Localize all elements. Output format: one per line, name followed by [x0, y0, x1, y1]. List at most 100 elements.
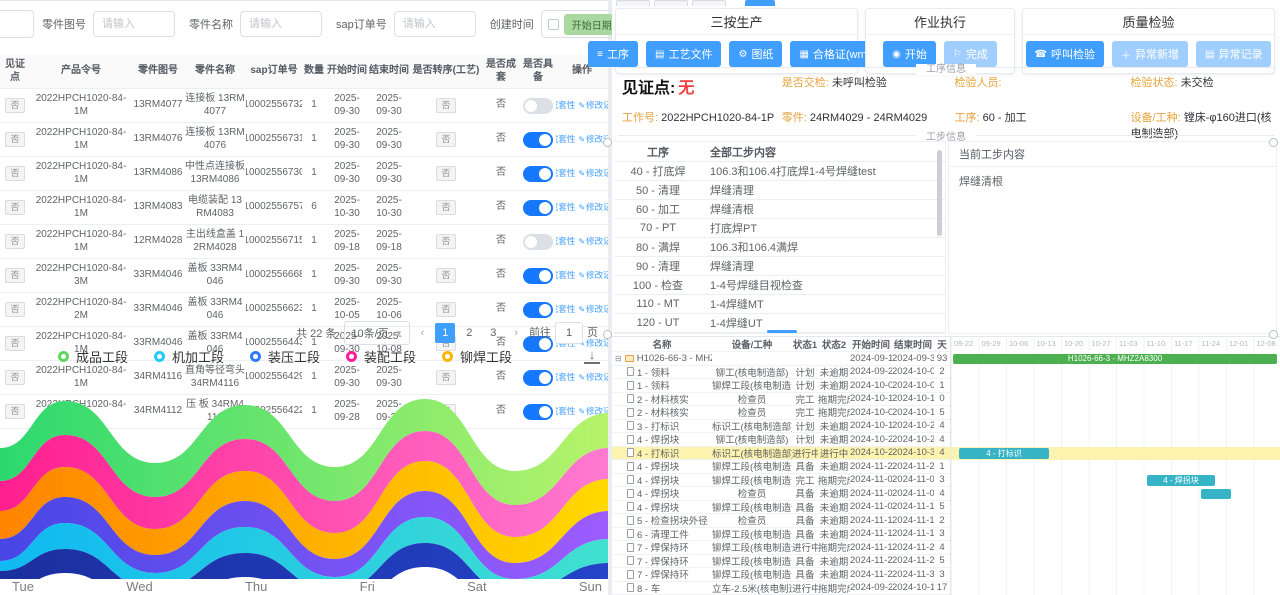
- ready-toggle[interactable]: [523, 165, 553, 182]
- transfer-badge[interactable]: 否: [436, 131, 456, 148]
- step-row[interactable]: 70 - PT 打底焊PT: [614, 219, 945, 238]
- step-row[interactable]: 50 - 清理 焊缝清理: [614, 181, 945, 200]
- gantt-row[interactable]: 1 - 领料 铆工(核电制造部) 计划未逾期2024-09-292024-10-01…: [612, 365, 950, 379]
- filter-input[interactable]: [93, 11, 175, 37]
- ready-toggle[interactable]: [523, 335, 553, 352]
- modify-record-link[interactable]: ✎修改记录: [578, 236, 608, 247]
- step-row[interactable]: 100 - 检查 1-4号焊缝目视检查: [614, 276, 945, 295]
- step-row[interactable]: 80 - 满焊 106.3和106.4满焊: [614, 238, 945, 257]
- tab-chip[interactable]: [616, 0, 650, 6]
- prev-page-button[interactable]: ‹: [420, 327, 425, 339]
- page-button-3[interactable]: 3: [490, 327, 497, 339]
- 工序-button[interactable]: ≡ 工序: [588, 41, 639, 67]
- modify-record-link[interactable]: ✎修改记录: [578, 270, 608, 281]
- transfer-badge[interactable]: 否: [436, 233, 456, 250]
- 呼叫检验-button[interactable]: ☎ 呼叫检验: [1025, 41, 1105, 67]
- tab-chip[interactable]: [654, 0, 688, 6]
- kitting-link[interactable]: ⌂成套性: [556, 236, 575, 247]
- step-row[interactable]: 60 - 加工 焊缝清根: [614, 200, 945, 219]
- 异常新增-button[interactable]: ＋异常新增: [1112, 41, 1189, 67]
- modify-record-link[interactable]: ✎修改记录: [578, 100, 608, 111]
- ready-toggle[interactable]: [523, 403, 553, 420]
- gantt-row[interactable]: 1 - 领料 铆焊工段(核电制造部)计划未逾期2024-10-042024-10-…: [612, 379, 950, 393]
- gantt-row[interactable]: 4 - 打标识标识工(核电制造部)进行中进行中2024-10-262024-10…: [612, 446, 950, 460]
- gantt-row[interactable]: 4 - 焊拐块 铆焊工段(核电制造部)具备未逾期2024-11-282024-11…: [612, 460, 950, 474]
- 开始-button[interactable]: ◉ 开始: [883, 41, 936, 67]
- legend-item-4[interactable]: 装配工段: [346, 347, 416, 366]
- transfer-badge[interactable]: 否: [436, 97, 456, 114]
- gantt-row[interactable]: 2 - 材料核实检查员完工拖期完成2024-10-182024-10-180: [612, 392, 950, 406]
- kitting-link[interactable]: ⌂成套性: [556, 134, 575, 145]
- ready-toggle[interactable]: [523, 301, 553, 318]
- gantt-row[interactable]: 4 - 焊拐块 铆焊工段(核电制造部)完工拖期完成2024-11-022024-1…: [612, 473, 950, 487]
- transfer-badge[interactable]: 否: [436, 369, 456, 386]
- collapse-icon[interactable]: ⊟: [615, 353, 622, 363]
- page-size-select[interactable]: 10条/页 ▼: [344, 321, 410, 345]
- gantt-row[interactable]: ⊟ H1026-66-3 - MHZ2A8300 2024-09-182024-09…: [612, 352, 950, 366]
- gantt-row[interactable]: 7 - 焊保持环 铆焊工段(核电制造部)具备未逾期2024-11-272024-1…: [612, 568, 950, 582]
- modify-record-link[interactable]: ✎修改记录: [578, 338, 608, 349]
- transfer-badge[interactable]: 否: [436, 165, 456, 182]
- kitting-link[interactable]: ⌂成套性: [556, 100, 575, 111]
- modify-record-link[interactable]: ✎修改记录: [578, 372, 608, 383]
- steps-scrollbar[interactable]: [937, 150, 942, 236]
- legend-item-1[interactable]: 成品工段: [57, 347, 128, 366]
- page-button-2[interactable]: 2: [466, 327, 473, 339]
- tab-chip-active[interactable]: [745, 0, 775, 6]
- tab-chip[interactable]: [692, 0, 726, 6]
- legend-item-5[interactable]: 铆焊工段: [442, 347, 512, 366]
- filter-input[interactable]: [393, 11, 476, 37]
- kitting-link[interactable]: ⌂成套性: [556, 304, 575, 315]
- kitting-link[interactable]: ⌂成套性: [556, 270, 575, 281]
- modify-record-link[interactable]: ✎修改记录: [578, 168, 608, 179]
- download-chart-icon[interactable]: ↓: [584, 348, 600, 364]
- kitting-link[interactable]: ⌂成套性: [556, 202, 575, 213]
- 图纸-button[interactable]: ⚙ 图纸: [729, 41, 783, 67]
- step-row[interactable]: 110 - MT 1-4焊缝MT: [614, 295, 945, 314]
- date-start-chip[interactable]: 开始日期: [563, 13, 620, 35]
- gantt-bar[interactable]: [1201, 488, 1231, 499]
- resize-handle[interactable]: [1269, 138, 1278, 147]
- gantt-bar[interactable]: 4 - 打标识: [959, 448, 1049, 459]
- gantt-bar[interactable]: 4 - 焊拐块: [1147, 475, 1215, 486]
- filter-input-cut[interactable]: [0, 10, 34, 38]
- legend-item-2[interactable]: 机加工段: [153, 347, 224, 366]
- next-page-button[interactable]: ›: [514, 327, 518, 339]
- kitting-link[interactable]: ⌂成套性: [556, 168, 575, 179]
- transfer-badge[interactable]: 否: [436, 301, 456, 318]
- resize-handle[interactable]: [603, 138, 612, 147]
- date-range-checkbox[interactable]: [547, 18, 559, 30]
- ready-toggle[interactable]: [523, 267, 553, 284]
- page-button-1[interactable]: 1: [435, 323, 456, 343]
- modify-record-link[interactable]: ✎修改记录: [578, 406, 608, 417]
- step-row[interactable]: 40 - 打底焊 106.3和106.4打底焊1-4号焊缝test: [614, 162, 945, 181]
- gantt-bar[interactable]: H1026-66-3 - MHZ2A8300: [953, 353, 1277, 364]
- gantt-row[interactable]: 4 - 焊拐块 铆工(核电制造部) 计划未逾期2024-10-222024-10-2…: [612, 433, 950, 447]
- gantt-row[interactable]: 7 - 焊保持环 铆焊工段(核电制造部)进行中拖期完成2024-11-192024…: [612, 541, 950, 555]
- gantt-row[interactable]: 2 - 材料核实 检查员 完工拖期完成2024-10-092024-10-14 5: [612, 406, 950, 420]
- 工艺文件-button[interactable]: ▤ 工艺文件: [646, 41, 722, 67]
- gantt-row[interactable]: 3 - 打标识 标识工(核电制造部)计划未逾期2024-10-182024-10-…: [612, 419, 950, 433]
- kitting-link[interactable]: ⌂成套性: [556, 406, 575, 417]
- gantt-row[interactable]: 4 - 焊拐块 铆焊工段(核电制造部)具备未逾期2024-11-092024-11…: [612, 500, 950, 514]
- resize-handle[interactable]: [1269, 330, 1278, 339]
- kitting-link[interactable]: ⌂成套性: [556, 372, 575, 383]
- step-row[interactable]: 90 - 清理 焊缝清理: [614, 257, 945, 276]
- transfer-badge[interactable]: 否: [436, 267, 456, 284]
- 完成-button[interactable]: ⚐ 完成: [943, 41, 997, 67]
- gantt-row[interactable]: 6 - 清理工件 铆焊工段(核电制造部)具备未逾期2024-11-162024-1…: [612, 527, 950, 541]
- steps-hscrollbar[interactable]: [767, 330, 797, 333]
- modify-record-link[interactable]: ✎修改记录: [578, 202, 608, 213]
- gantt-row[interactable]: 8 - 车 立车-2.5米(核电制造部)进行中拖期完成2024-09-252024…: [612, 581, 950, 595]
- ready-toggle[interactable]: [523, 97, 553, 114]
- 异常记录-button[interactable]: ▤ 异常记录: [1196, 41, 1272, 67]
- modify-record-link[interactable]: ✎修改记录: [578, 134, 608, 145]
- filter-input[interactable]: [240, 11, 322, 37]
- modify-record-link[interactable]: ✎修改记录: [578, 304, 608, 315]
- ready-toggle[interactable]: [523, 131, 553, 148]
- gantt-row[interactable]: 7 - 焊保持环 铆焊工段(核电制造部)具备未逾期2024-11-222024-1…: [612, 554, 950, 568]
- transfer-badge[interactable]: 否: [436, 199, 456, 216]
- ready-toggle[interactable]: [523, 233, 553, 250]
- ready-toggle[interactable]: [523, 199, 553, 216]
